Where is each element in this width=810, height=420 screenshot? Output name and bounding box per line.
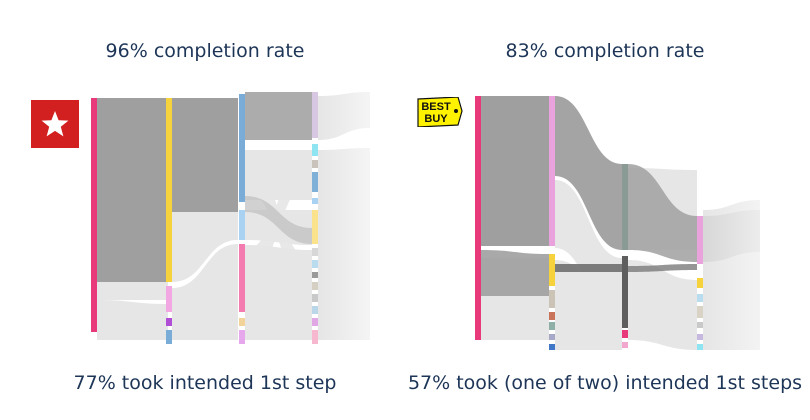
node-step2 <box>622 164 628 250</box>
best-buy-tag-icon: BEST BUY <box>417 96 463 128</box>
node-step1-alt <box>549 290 555 308</box>
node-start <box>91 98 97 332</box>
node-step1-alt <box>549 344 555 350</box>
node-step3 <box>697 322 703 328</box>
node-step3 <box>312 260 318 268</box>
node-step3 <box>312 160 318 168</box>
flow-faint <box>555 180 622 330</box>
fade-overlay <box>320 80 405 360</box>
node-step2-alt <box>622 342 628 348</box>
flow-main <box>481 96 549 246</box>
node-step3 <box>312 92 318 138</box>
flow-main <box>628 164 697 262</box>
left-chart-caption: 77% took intended 1st step <box>73 372 337 394</box>
best-buy-logo-text-2: BUY <box>424 113 448 125</box>
flow-faint <box>172 212 238 282</box>
node-start <box>475 96 481 340</box>
node-step3 <box>697 294 703 302</box>
node-step2-alt <box>622 330 628 338</box>
node-step3 <box>312 248 318 256</box>
node-step3 <box>697 216 703 264</box>
flow-main <box>481 250 549 296</box>
left-chart-title: 96% completion rate <box>105 40 305 62</box>
flow-faint <box>97 282 168 300</box>
node-step1-alt <box>549 312 555 320</box>
node-step3 <box>697 278 703 288</box>
flow-thin <box>628 264 697 272</box>
node-step1-alt <box>166 330 172 344</box>
node-step2-alt <box>239 210 245 240</box>
flow-faint <box>172 244 238 340</box>
node-step2 <box>239 94 245 202</box>
flow-faint <box>97 300 168 340</box>
node-step1 <box>166 98 172 282</box>
right-chart-caption: 57% took (one of two) intended 1st steps <box>407 372 803 394</box>
left-sankey <box>91 80 405 360</box>
node-step2-alt <box>239 318 245 326</box>
node-step1-alt <box>549 334 555 340</box>
node-step3 <box>312 172 318 192</box>
node-step3 <box>312 198 318 204</box>
node-step1-alt <box>549 322 555 330</box>
macys-logo <box>31 100 79 148</box>
node-step3 <box>312 210 318 244</box>
flow-secondary <box>245 196 312 244</box>
node-step3 <box>312 330 318 344</box>
node-step2-alt <box>239 244 245 312</box>
node-step3 <box>312 144 318 156</box>
node-step2-alt <box>622 256 628 328</box>
node-step1-alt <box>549 254 555 286</box>
node-step3 <box>312 306 318 314</box>
node-step3 <box>312 272 318 278</box>
right-chart-title: 83% completion rate <box>505 40 705 62</box>
node-step1-alt <box>166 318 172 326</box>
node-step3 <box>312 282 318 290</box>
node-step3 <box>312 318 318 326</box>
flow-faint <box>628 260 697 350</box>
best-buy-logo-text-1: BEST <box>421 101 451 113</box>
flow-main <box>97 98 166 282</box>
node-step2-alt <box>239 330 245 344</box>
node-step3 <box>312 294 318 302</box>
node-step3 <box>697 344 703 350</box>
flow-main <box>245 92 312 140</box>
flow-main <box>172 98 238 212</box>
flow-thin <box>555 264 622 272</box>
node-step1-alt <box>166 286 172 312</box>
node-step3 <box>697 334 703 340</box>
fade-overlay <box>705 80 810 370</box>
flow-faint <box>555 260 622 350</box>
node-step3 <box>697 306 703 318</box>
node-step1 <box>549 96 555 246</box>
star-icon <box>41 111 69 137</box>
best-buy-logo: BEST BUY <box>416 96 464 128</box>
flow-main <box>555 96 622 250</box>
